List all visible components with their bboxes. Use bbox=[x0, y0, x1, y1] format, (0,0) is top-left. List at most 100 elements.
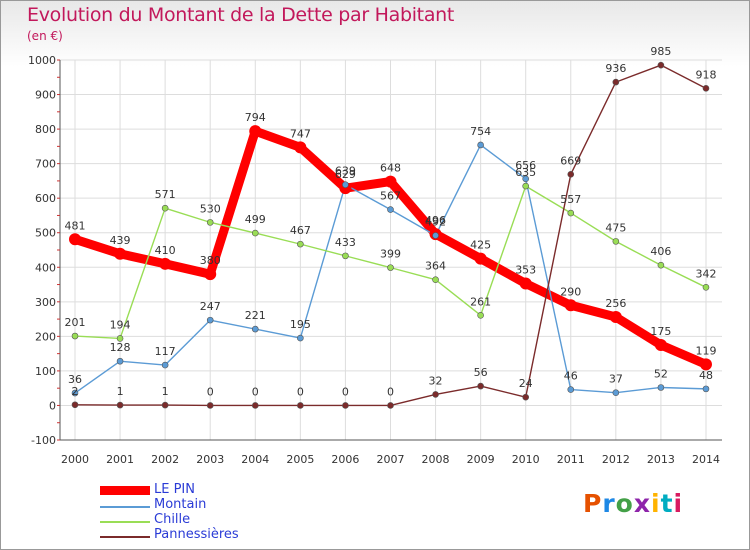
data-label: 648 bbox=[380, 162, 401, 175]
y-tick-label: 1000 bbox=[28, 54, 56, 67]
data-point bbox=[477, 382, 484, 390]
data-label: 201 bbox=[65, 316, 86, 329]
data-point bbox=[206, 316, 214, 324]
data-point bbox=[69, 233, 81, 246]
data-label: 0 bbox=[297, 385, 304, 398]
x-tick-label: 2008 bbox=[422, 453, 450, 466]
data-label: 433 bbox=[335, 236, 356, 249]
data-point bbox=[251, 229, 259, 237]
data-label: 439 bbox=[110, 234, 131, 247]
data-point bbox=[519, 277, 532, 290]
y-tick-label: 800 bbox=[35, 123, 56, 136]
data-point bbox=[342, 252, 349, 260]
legend-label: Pannessières bbox=[154, 527, 239, 542]
data-point bbox=[342, 181, 349, 189]
data-point bbox=[699, 358, 712, 371]
y-tick-label: 400 bbox=[35, 261, 56, 274]
x-tick-label: 2000 bbox=[61, 453, 89, 466]
y-tick-label: 300 bbox=[35, 296, 56, 309]
data-point bbox=[522, 175, 530, 183]
data-label: 353 bbox=[515, 264, 536, 277]
data-point bbox=[474, 252, 487, 265]
data-label: 342 bbox=[695, 267, 716, 280]
y-tick-label: 100 bbox=[35, 365, 56, 378]
data-point bbox=[71, 332, 79, 340]
data-point bbox=[71, 389, 79, 397]
data-point bbox=[251, 402, 259, 409]
data-point bbox=[249, 125, 262, 138]
data-point bbox=[477, 141, 484, 149]
data-point bbox=[116, 357, 124, 365]
data-point bbox=[294, 141, 307, 154]
logo-letter: r bbox=[602, 489, 616, 518]
data-point bbox=[251, 325, 259, 333]
data-point bbox=[432, 276, 439, 284]
logo-letter: i bbox=[673, 489, 684, 518]
data-label: 175 bbox=[650, 325, 671, 338]
data-label: 32 bbox=[429, 374, 443, 387]
x-tick-label: 2001 bbox=[106, 453, 134, 466]
data-point bbox=[384, 175, 397, 188]
data-label: 194 bbox=[110, 318, 131, 331]
data-point bbox=[567, 209, 575, 217]
data-label: 499 bbox=[245, 213, 266, 226]
data-point bbox=[161, 361, 169, 369]
data-label: 247 bbox=[200, 300, 221, 313]
data-point bbox=[612, 389, 620, 396]
proxiti-logo: Proxiti bbox=[583, 489, 683, 518]
data-label: 557 bbox=[560, 193, 581, 206]
data-label: 195 bbox=[290, 318, 311, 331]
data-point bbox=[161, 401, 169, 409]
data-label: 496 bbox=[425, 214, 446, 227]
x-tick-label: 2013 bbox=[647, 453, 675, 466]
data-label: 467 bbox=[290, 224, 311, 237]
data-label: 481 bbox=[65, 219, 86, 232]
data-label: 117 bbox=[155, 345, 176, 358]
y-tick-label: 0 bbox=[49, 399, 56, 412]
data-point bbox=[567, 386, 575, 393]
data-point bbox=[657, 61, 665, 69]
data-label: 256 bbox=[605, 297, 626, 310]
data-point bbox=[657, 261, 665, 269]
data-point bbox=[116, 335, 124, 342]
data-label: 918 bbox=[695, 68, 716, 81]
legend-label: Chille bbox=[154, 512, 191, 527]
logo-letter: P bbox=[583, 489, 603, 518]
data-point bbox=[564, 299, 577, 312]
data-label: 52 bbox=[654, 367, 668, 380]
data-point bbox=[297, 334, 304, 342]
data-point bbox=[387, 264, 394, 271]
data-label: 36 bbox=[68, 373, 82, 386]
data-label: 492 bbox=[425, 215, 446, 228]
data-point bbox=[342, 402, 349, 409]
data-label: 48 bbox=[699, 369, 713, 382]
data-label: 406 bbox=[650, 245, 671, 258]
data-point bbox=[387, 206, 394, 213]
data-label: 410 bbox=[155, 244, 176, 257]
data-point bbox=[612, 78, 620, 86]
x-tick-label: 2004 bbox=[241, 453, 269, 466]
data-point bbox=[702, 284, 710, 291]
logo-letter: t bbox=[660, 489, 674, 518]
legend-swatch bbox=[100, 506, 150, 508]
x-tick-label: 2014 bbox=[692, 453, 720, 466]
data-label: 399 bbox=[380, 248, 401, 261]
data-label: 571 bbox=[155, 188, 176, 201]
data-label: 669 bbox=[560, 154, 581, 167]
data-label: 985 bbox=[650, 45, 671, 58]
data-label: 364 bbox=[425, 260, 446, 273]
data-point bbox=[702, 85, 710, 92]
logo-letter: i bbox=[651, 489, 661, 518]
data-label: 567 bbox=[380, 190, 401, 203]
data-label: 747 bbox=[290, 127, 311, 140]
data-point bbox=[702, 385, 710, 393]
data-point bbox=[116, 401, 124, 409]
data-point bbox=[387, 402, 394, 409]
data-label: 128 bbox=[110, 341, 131, 354]
data-label: 936 bbox=[605, 62, 626, 75]
data-point bbox=[612, 238, 620, 245]
data-point bbox=[657, 384, 665, 391]
data-label: 425 bbox=[470, 239, 491, 252]
data-label: 56 bbox=[474, 366, 488, 379]
